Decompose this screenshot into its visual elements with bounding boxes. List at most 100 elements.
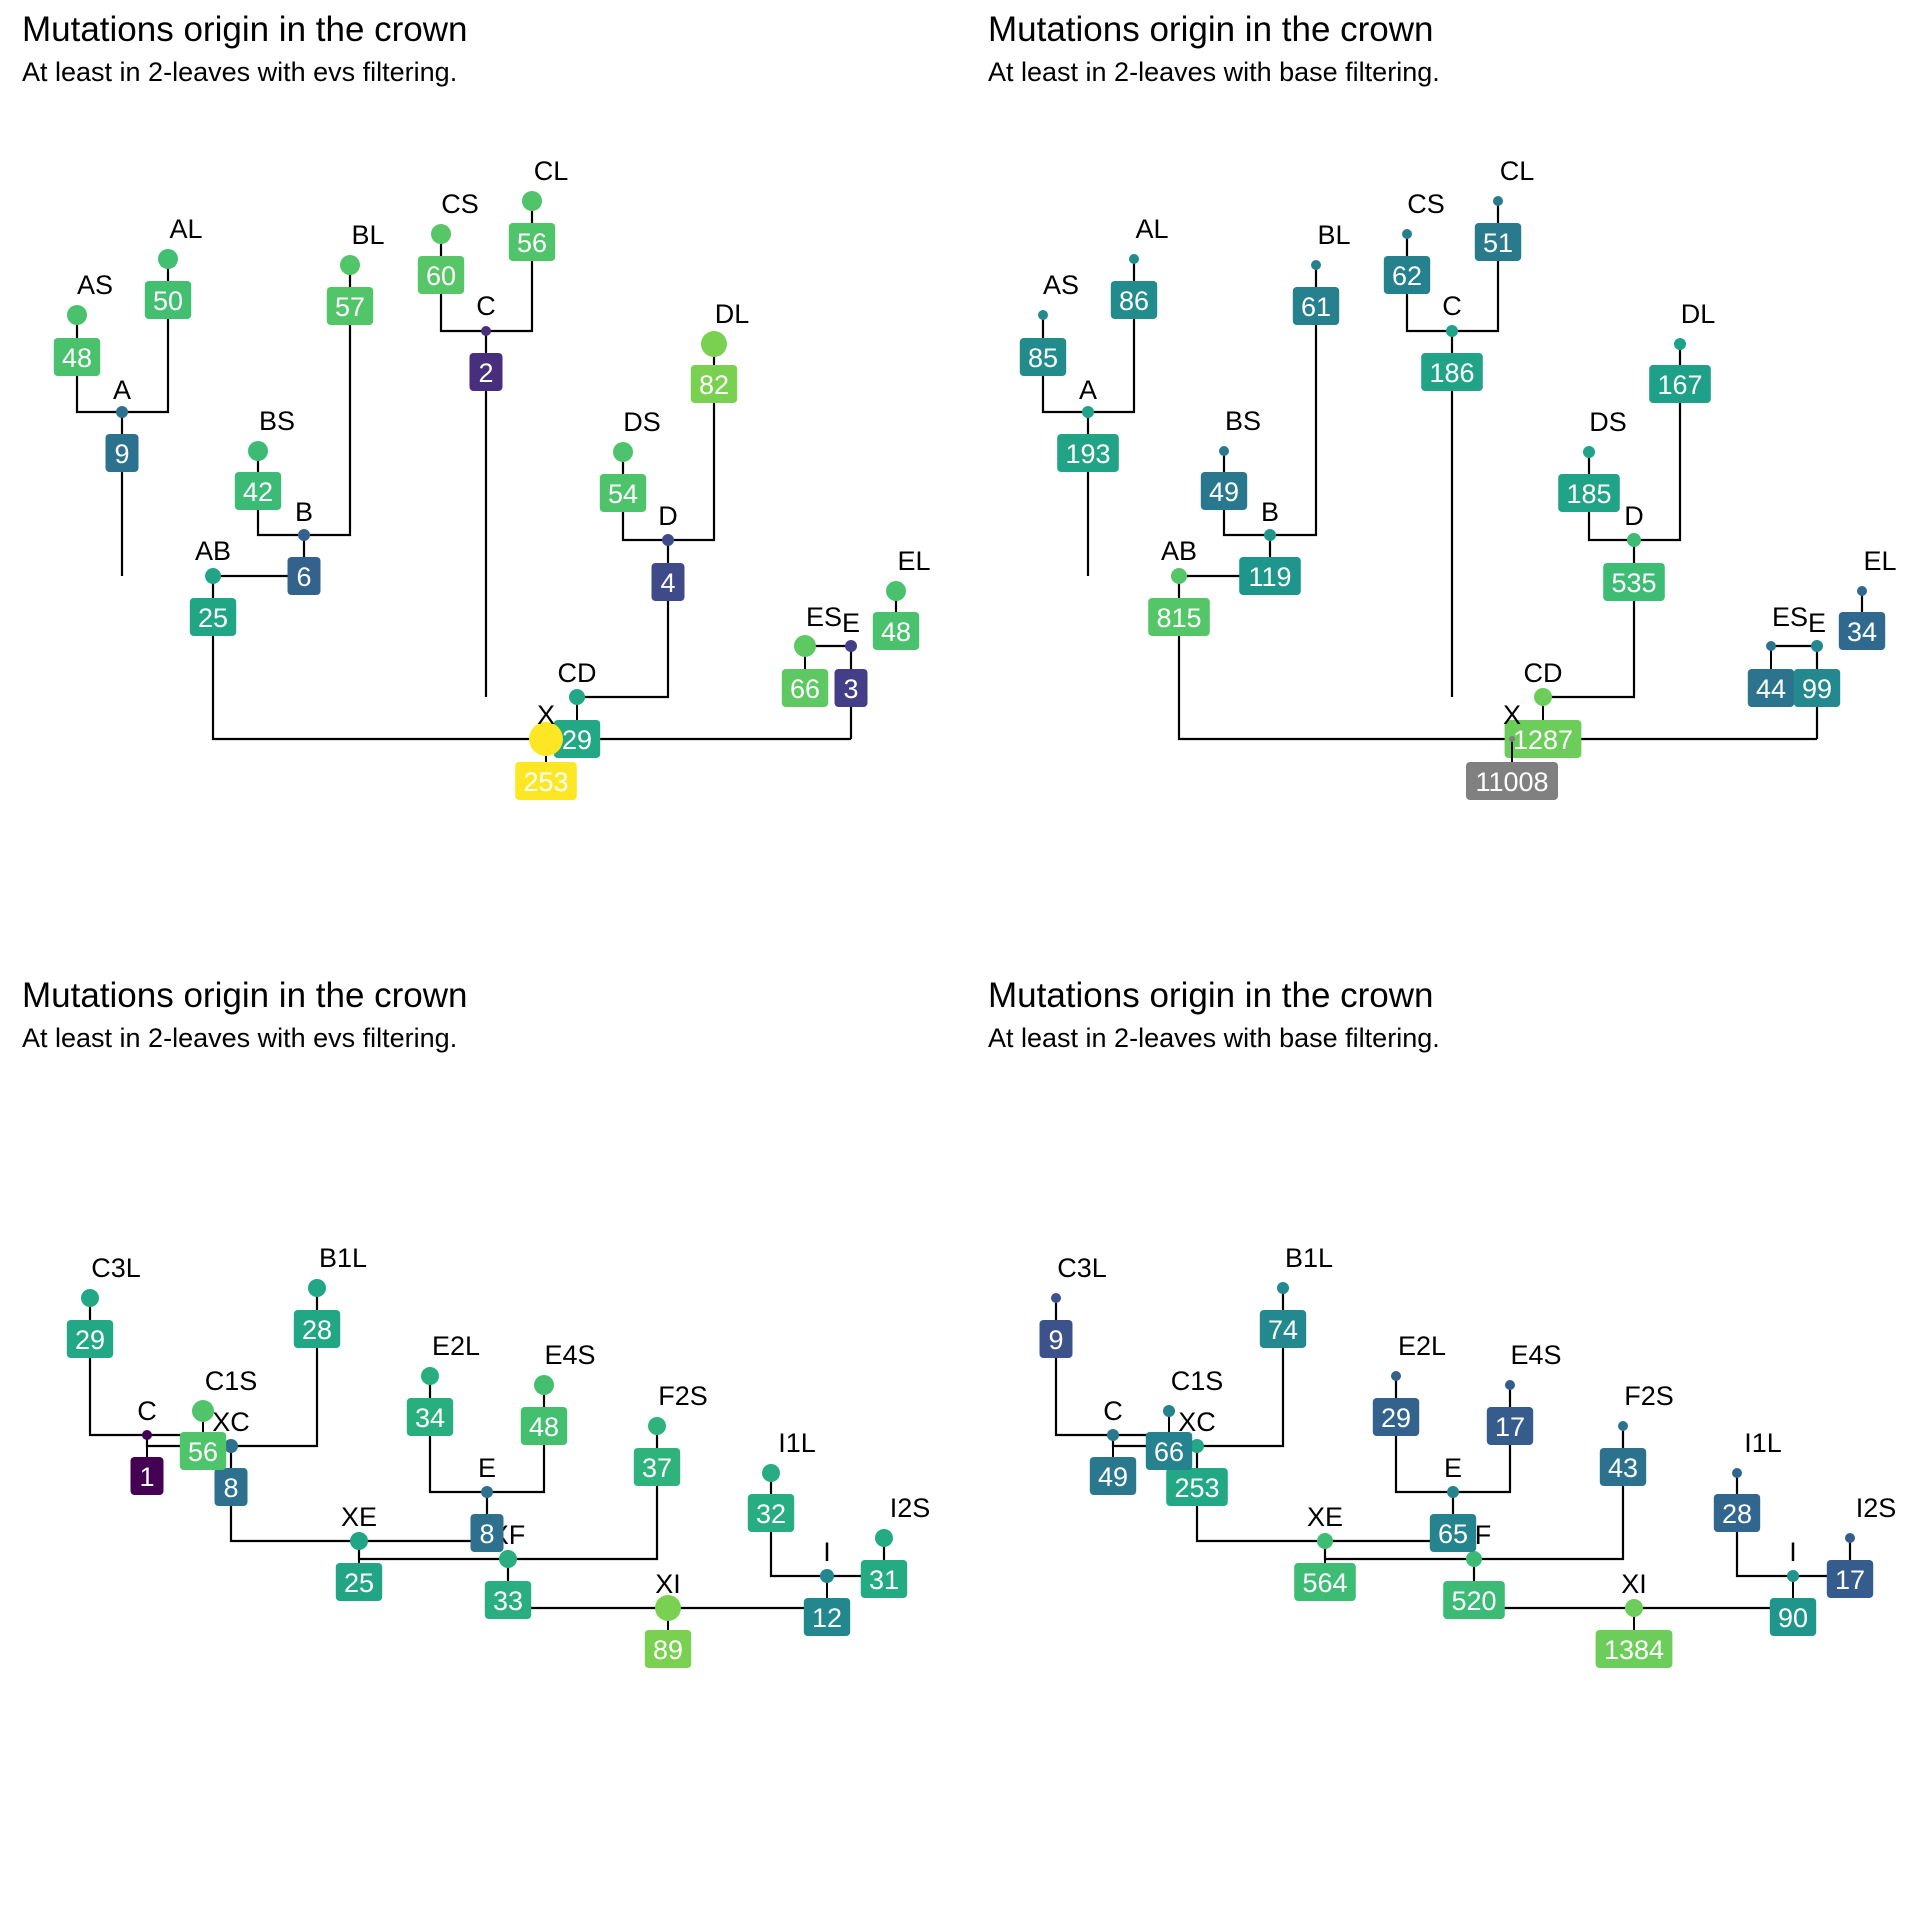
node-a: A 193 — [1057, 375, 1119, 472]
node-label: AB — [1161, 536, 1197, 566]
node-value-box — [508, 223, 556, 261]
node-value-box — [234, 472, 282, 510]
node-dot — [248, 441, 268, 461]
node-dot — [613, 442, 633, 462]
node-label: C — [1442, 291, 1462, 321]
node-al: AL 86 — [1110, 214, 1169, 319]
node-value-box — [469, 353, 503, 391]
node-label: XI — [1621, 1569, 1647, 1599]
node-value: 49 — [1209, 477, 1239, 507]
node-dot — [1038, 310, 1048, 320]
node-value: 48 — [62, 343, 92, 373]
tree-edge — [1177, 576, 1817, 741]
node-value: 253 — [1174, 1473, 1219, 1503]
node-dot — [534, 1375, 554, 1395]
node-value: 9 — [1048, 1325, 1063, 1355]
node-value: 99 — [1802, 674, 1832, 704]
node-label: I2S — [890, 1493, 931, 1523]
node-label: DS — [623, 407, 661, 437]
node-dot — [662, 534, 674, 546]
node-d: D4 — [651, 501, 685, 601]
node-value-box — [1259, 1310, 1307, 1348]
node-value-box — [1769, 1598, 1817, 1636]
node-value: 1 — [139, 1462, 154, 1492]
node-value: 815 — [1156, 603, 1201, 633]
node-value-box — [1039, 1320, 1073, 1358]
node-label: E — [478, 1453, 496, 1483]
node-value-box — [484, 1581, 532, 1619]
node-value: 34 — [1847, 617, 1877, 647]
node-value-box — [1166, 1468, 1228, 1506]
node-dot — [1311, 260, 1321, 270]
node-dot — [820, 1569, 834, 1583]
node-value: 57 — [335, 292, 365, 322]
node-label: F2S — [658, 1381, 708, 1411]
node-label: E2L — [1398, 1331, 1446, 1361]
node-value-box — [633, 1448, 681, 1486]
node-label: CD — [558, 658, 597, 688]
node-dot — [224, 1439, 238, 1453]
node-dot — [1766, 641, 1776, 651]
node-value: 49 — [1098, 1462, 1128, 1492]
node-bs: BS 49 — [1200, 406, 1261, 510]
node-label: CS — [1407, 189, 1445, 219]
node-label: I — [823, 1537, 831, 1567]
node-label: XE — [341, 1502, 377, 1532]
node-b: B 119 — [1239, 497, 1301, 595]
node-dot — [1163, 1405, 1175, 1417]
node-dot — [655, 1595, 681, 1621]
node-label: C3L — [1057, 1253, 1107, 1283]
node-dot — [499, 1550, 517, 1568]
panel-subtitle: At least in 2-leaves with evs filtering. — [22, 1023, 458, 1053]
node-label: C — [476, 291, 496, 321]
node-value: 253 — [523, 767, 568, 797]
node-value-box — [1474, 223, 1522, 261]
node-value-box — [872, 612, 920, 650]
panel-title: Mutations origin in the crown — [988, 976, 1434, 1015]
node-value: 25 — [344, 1568, 374, 1598]
node-ds: DS 54 — [599, 407, 661, 512]
node-dot — [1190, 1439, 1204, 1453]
node-label: B1L — [319, 1243, 367, 1273]
node-label: C — [137, 1396, 157, 1426]
node-label: CL — [534, 156, 569, 186]
node-i1l: I1L 28 — [1713, 1428, 1782, 1532]
node-value-box — [144, 281, 192, 319]
node-dot — [81, 1289, 99, 1307]
node-dot — [1447, 1486, 1459, 1498]
node-value-box — [293, 1310, 341, 1348]
node-dot — [298, 529, 310, 541]
node-value: 60 — [426, 261, 456, 291]
node-dot — [1446, 325, 1458, 337]
node-dot — [1129, 254, 1139, 264]
node-label: I2S — [1856, 1493, 1897, 1523]
node-label: E2L — [432, 1331, 480, 1361]
node-label: E — [1808, 608, 1826, 638]
node-value-box — [781, 669, 829, 707]
tree-edges — [75, 201, 898, 741]
node-f2s: F2S 43 — [1599, 1381, 1674, 1486]
node-value: 66 — [790, 674, 820, 704]
node-dot — [569, 689, 585, 705]
node-label: CL — [1500, 156, 1535, 186]
node-xi: XI 1384 — [1595, 1569, 1673, 1668]
node-c: C 186 — [1421, 291, 1483, 391]
node-value: 56 — [188, 1437, 218, 1467]
node-e: E3 — [834, 608, 868, 707]
node-label: EL — [1863, 546, 1896, 576]
node-dot — [1674, 338, 1686, 350]
node-value-box — [1383, 256, 1431, 294]
node-i: I 90 — [1769, 1537, 1817, 1636]
node-label: D — [1624, 501, 1644, 531]
node-e: E 65 — [1429, 1453, 1477, 1552]
node-value-box — [189, 598, 237, 636]
node-dot — [1264, 529, 1276, 541]
node-value: 50 — [153, 286, 183, 316]
node-value-box — [1599, 1448, 1647, 1486]
node-value-box — [1372, 1398, 1420, 1436]
node-label: AL — [1135, 214, 1168, 244]
node-xe: XE 25 — [335, 1502, 383, 1601]
node-dot — [1845, 1533, 1855, 1543]
node-value: 535 — [1611, 568, 1656, 598]
tree-diagram: XI89XF33XE25E8XC8C1C3L29B1L28C1S56E2L34E… — [66, 1243, 931, 1668]
